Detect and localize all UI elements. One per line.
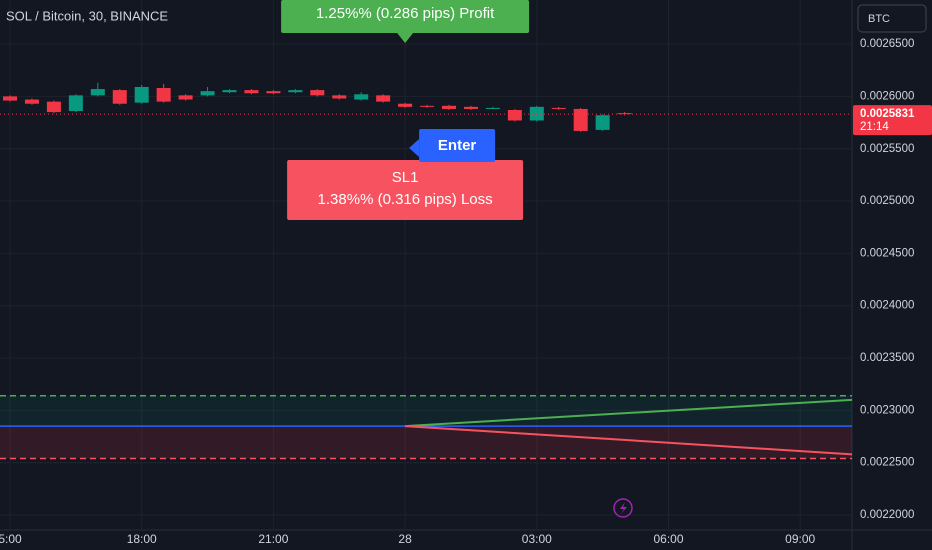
currency-label[interactable]: BTC [868, 13, 890, 25]
candle-body [354, 94, 369, 100]
y-tick-label: 0.0022000 [860, 509, 914, 521]
candle-body [156, 88, 171, 102]
loss-zone [0, 426, 852, 459]
y-tick-label: 0.0025000 [860, 195, 914, 207]
y-tick-label: 0.0023000 [860, 404, 914, 416]
candle-body [222, 90, 237, 93]
entry-label: Enter [438, 137, 477, 154]
loss-projection [405, 425, 853, 456]
entry-box [419, 129, 496, 162]
candle-body [3, 96, 18, 101]
y-tick-label: 0.0022500 [860, 457, 914, 469]
x-tick-label: 03:00 [522, 532, 552, 546]
candle-body [332, 95, 347, 99]
candle-body [46, 101, 61, 113]
last-price-box [853, 105, 932, 136]
candle-body [244, 90, 259, 94]
candle-body [200, 91, 215, 96]
profit-projection [405, 398, 853, 428]
last-price-label: 0.0025831 [860, 108, 915, 120]
x-tick-label: 09:00 [785, 532, 815, 546]
candle-body [134, 86, 149, 103]
candle-body [463, 106, 478, 109]
chart-title: SOL / Bitcoin, 30, BINANCE [6, 8, 168, 23]
candle-body [420, 105, 435, 107]
y-tick-label: 0.0026000 [860, 90, 914, 102]
profit-zone [0, 395, 852, 427]
x-tick-label: 06:00 [653, 532, 683, 546]
lightning-icon[interactable] [613, 498, 633, 518]
candle-body [573, 108, 588, 131]
x-tick-label: 28 [398, 532, 412, 546]
candle-body [442, 105, 457, 109]
candle-body [90, 89, 105, 96]
y-tick-label: 0.0023500 [860, 352, 914, 364]
y-tick-label: 0.0024500 [860, 247, 914, 259]
candle-body [68, 95, 83, 112]
entry-pointer [409, 139, 420, 157]
candle-body [288, 90, 303, 93]
position-tool [0, 394, 853, 460]
candle-body [595, 115, 610, 130]
candle-body [112, 90, 127, 104]
candle-body [398, 103, 413, 107]
candle-body [266, 91, 281, 94]
loss-box [287, 160, 524, 220]
profit-pointer [397, 33, 414, 43]
profit-label: 1.25%% (0.286 pips) Profit [316, 5, 495, 22]
x-tick-label: 5:00 [0, 532, 22, 546]
y-tick-label: 0.0024000 [860, 300, 914, 312]
candles [3, 82, 632, 132]
lightning-glyph [620, 502, 627, 514]
candle-body [310, 90, 325, 96]
stop-name: SL1 [392, 169, 419, 186]
currency-button[interactable] [857, 4, 927, 33]
loss-label: 1.38%% (0.316 pips) Loss [318, 191, 493, 208]
candle-body [178, 95, 193, 100]
candle-body [376, 95, 391, 102]
countdown-label: 21:14 [860, 121, 889, 133]
y-tick-label: 0.0026500 [860, 38, 914, 50]
x-tick-label: 21:00 [258, 532, 288, 546]
x-tick-label: 18:00 [127, 532, 157, 546]
y-tick-label: 0.0025500 [860, 143, 914, 155]
candle-body [507, 109, 522, 121]
candle-body [551, 107, 566, 109]
candle-body [485, 107, 500, 109]
profit-box [281, 0, 530, 33]
candle-body [24, 99, 39, 104]
